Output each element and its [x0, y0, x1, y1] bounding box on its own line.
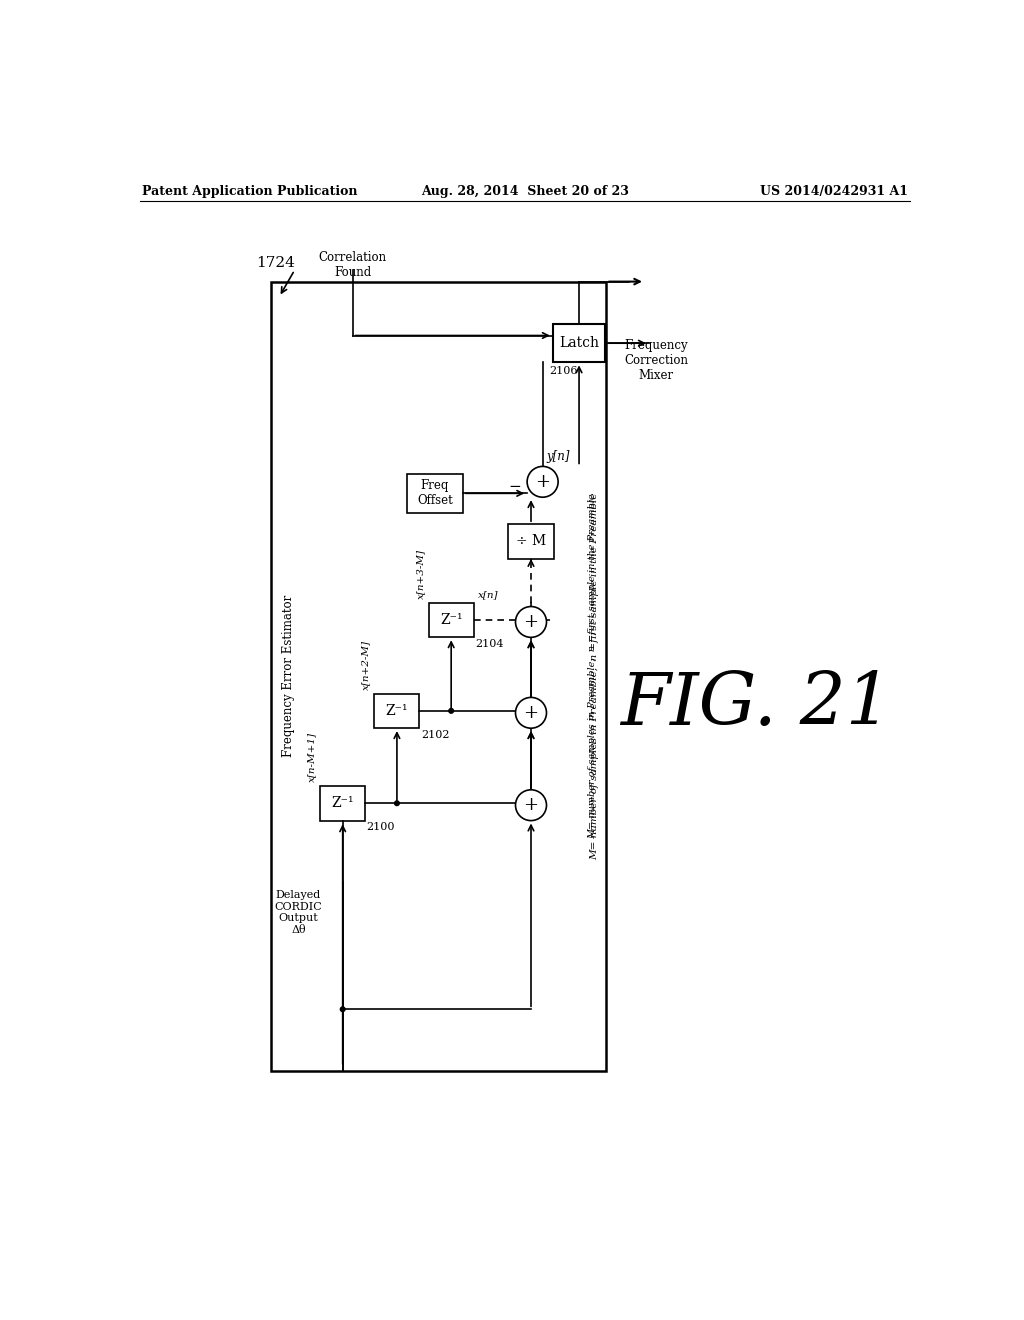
Text: FIG. 21: FIG. 21: [620, 669, 892, 741]
Text: Freq
Offset: Freq Offset: [417, 479, 453, 507]
Text: 2106: 2106: [549, 367, 578, 376]
Text: Frequency
Correction
Mixer: Frequency Correction Mixer: [624, 339, 688, 383]
Text: Latch: Latch: [559, 337, 599, 350]
Text: ÷ M: ÷ M: [516, 535, 546, 549]
Text: US 2014/0242931 A1: US 2014/0242931 A1: [760, 185, 907, 198]
Text: 1724: 1724: [256, 256, 295, 271]
Text: +: +: [536, 473, 550, 491]
Text: Frequency Error Estimator: Frequency Error Estimator: [282, 595, 295, 758]
Text: M= number of samples in Preamble,  n =first sample in the Preamble: M= number of samples in Preamble, n =fir…: [588, 494, 597, 840]
Text: 2104: 2104: [475, 639, 504, 649]
Text: 2102: 2102: [421, 730, 450, 739]
Circle shape: [527, 466, 558, 498]
Bar: [271, 281, 606, 1071]
Text: x[n-M+1]: x[n-M+1]: [307, 733, 316, 781]
Circle shape: [515, 789, 547, 821]
Text: Delayed
CORDIC
Output
Δθ: Delayed CORDIC Output Δθ: [274, 890, 323, 935]
Text: x[n]: x[n]: [477, 590, 498, 599]
Text: y[n]: y[n]: [547, 450, 570, 462]
Circle shape: [515, 697, 547, 729]
Text: 2100: 2100: [367, 822, 395, 832]
Text: x[n+3-M]: x[n+3-M]: [416, 549, 425, 599]
Circle shape: [394, 801, 399, 805]
Circle shape: [515, 607, 547, 638]
Text: Correlation
Found: Correlation Found: [318, 251, 387, 279]
Bar: [508, 524, 554, 558]
Text: Patent Application Publication: Patent Application Publication: [142, 185, 357, 198]
Bar: [321, 785, 366, 821]
Text: +: +: [523, 796, 539, 814]
Text: x[n+2-M]: x[n+2-M]: [361, 640, 371, 689]
Bar: [429, 603, 474, 638]
Text: Aug. 28, 2014  Sheet 20 of 23: Aug. 28, 2014 Sheet 20 of 23: [421, 185, 629, 198]
Circle shape: [340, 1007, 345, 1011]
Text: −: −: [508, 479, 521, 494]
Text: Z⁻¹: Z⁻¹: [332, 796, 354, 810]
Bar: [375, 693, 420, 729]
Bar: [407, 474, 463, 512]
Text: Z⁻¹: Z⁻¹: [440, 612, 463, 627]
Text: +: +: [523, 704, 539, 722]
Text: M= number of samples in Preamble,  n =first sample in the Preamble: M= number of samples in Preamble, n =fir…: [590, 492, 599, 859]
Text: +: +: [523, 612, 539, 631]
Bar: [553, 323, 605, 363]
Circle shape: [449, 709, 454, 713]
Text: Z⁻¹: Z⁻¹: [386, 704, 409, 718]
